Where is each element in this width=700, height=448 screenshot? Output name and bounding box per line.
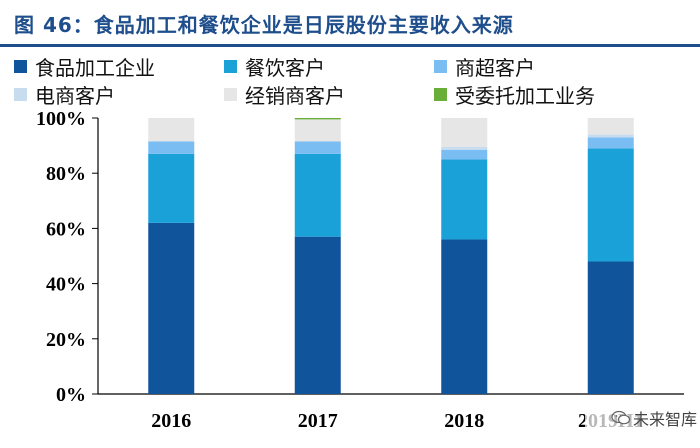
bar-segment-2016-1 [148, 153, 195, 223]
legend-item-ecommerce: 电商客户 [14, 80, 224, 108]
bar-segment-2017-5 [294, 118, 341, 120]
y-tick-label: 0% [56, 384, 86, 406]
legend-item-food-processing: 食品加工企业 [14, 52, 224, 80]
bar-segment-2016-0 [148, 222, 195, 394]
bar-group [148, 118, 634, 394]
legend-label: 餐饮客户 [245, 55, 325, 80]
x-tick-label: 2019H1 [578, 410, 644, 432]
bar-segment-2018-0 [441, 239, 488, 394]
bar-segment-2019H1-0 [587, 261, 634, 394]
x-tick-label: 2017 [298, 410, 338, 432]
x-tick-label: 2018 [444, 410, 484, 432]
bar-segment-2018-1 [441, 159, 488, 240]
legend-swatch [434, 59, 447, 73]
bar-segment-2019H1-4 [587, 118, 634, 135]
legend-item-catering: 餐饮客户 [224, 52, 434, 80]
chart-title: 图 46：食品加工和餐饮企业是日辰股份主要收入来源 [14, 4, 694, 42]
legend-swatch [434, 87, 447, 101]
bar-segment-2018-3 [441, 146, 488, 150]
y-tick-label: 40% [46, 274, 86, 296]
legend-swatch [14, 59, 27, 73]
bar-segment-2016-2 [148, 141, 195, 154]
legend-item-distributor: 经销商客户 [224, 80, 434, 108]
legend-label: 经销商客户 [245, 83, 345, 108]
chart-legend: 食品加工企业 餐饮客户 商超客户 电商客户 经销商客户 受委托加工业务 [14, 52, 694, 108]
x-label-group: 2016 2017 2018 2019H1 [151, 410, 643, 432]
title-underline [0, 44, 700, 47]
bar-segment-2019H1-3 [587, 134, 634, 138]
legend-label: 商超客户 [455, 55, 535, 80]
legend-label: 食品加工企业 [35, 55, 155, 80]
y-tick-label: 20% [46, 329, 86, 351]
chart-title-text: 图 46：食品加工和餐饮企业是日辰股份主要收入来源 [14, 12, 514, 37]
y-tick-group: 0% 20% 40% 60% 80% 100% [36, 108, 98, 406]
legend-label: 受委托加工业务 [455, 83, 595, 108]
legend-swatch [224, 87, 237, 101]
bar-segment-2017-4 [294, 119, 341, 142]
bar-segment-2019H1-2 [587, 137, 634, 149]
legend-item-supermarket: 商超客户 [434, 52, 654, 80]
bar-segment-2018-4 [441, 118, 488, 147]
bar-segment-2017-2 [294, 141, 341, 154]
bar-segment-2017-0 [294, 236, 341, 394]
y-tick-label: 80% [46, 163, 86, 185]
legend-swatch [224, 59, 237, 73]
x-tick-label: 2016 [151, 410, 191, 432]
bar-segment-2019H1-1 [587, 148, 634, 262]
legend-item-contract-processing: 受委托加工业务 [434, 80, 654, 108]
bar-segment-2016-4 [148, 118, 195, 142]
legend-swatch [14, 87, 27, 101]
y-tick-label: 100% [36, 108, 86, 130]
y-tick-label: 60% [46, 218, 86, 240]
bar-segment-2017-1 [294, 153, 341, 237]
bar-segment-2018-2 [441, 149, 488, 160]
legend-label: 电商客户 [35, 83, 115, 108]
